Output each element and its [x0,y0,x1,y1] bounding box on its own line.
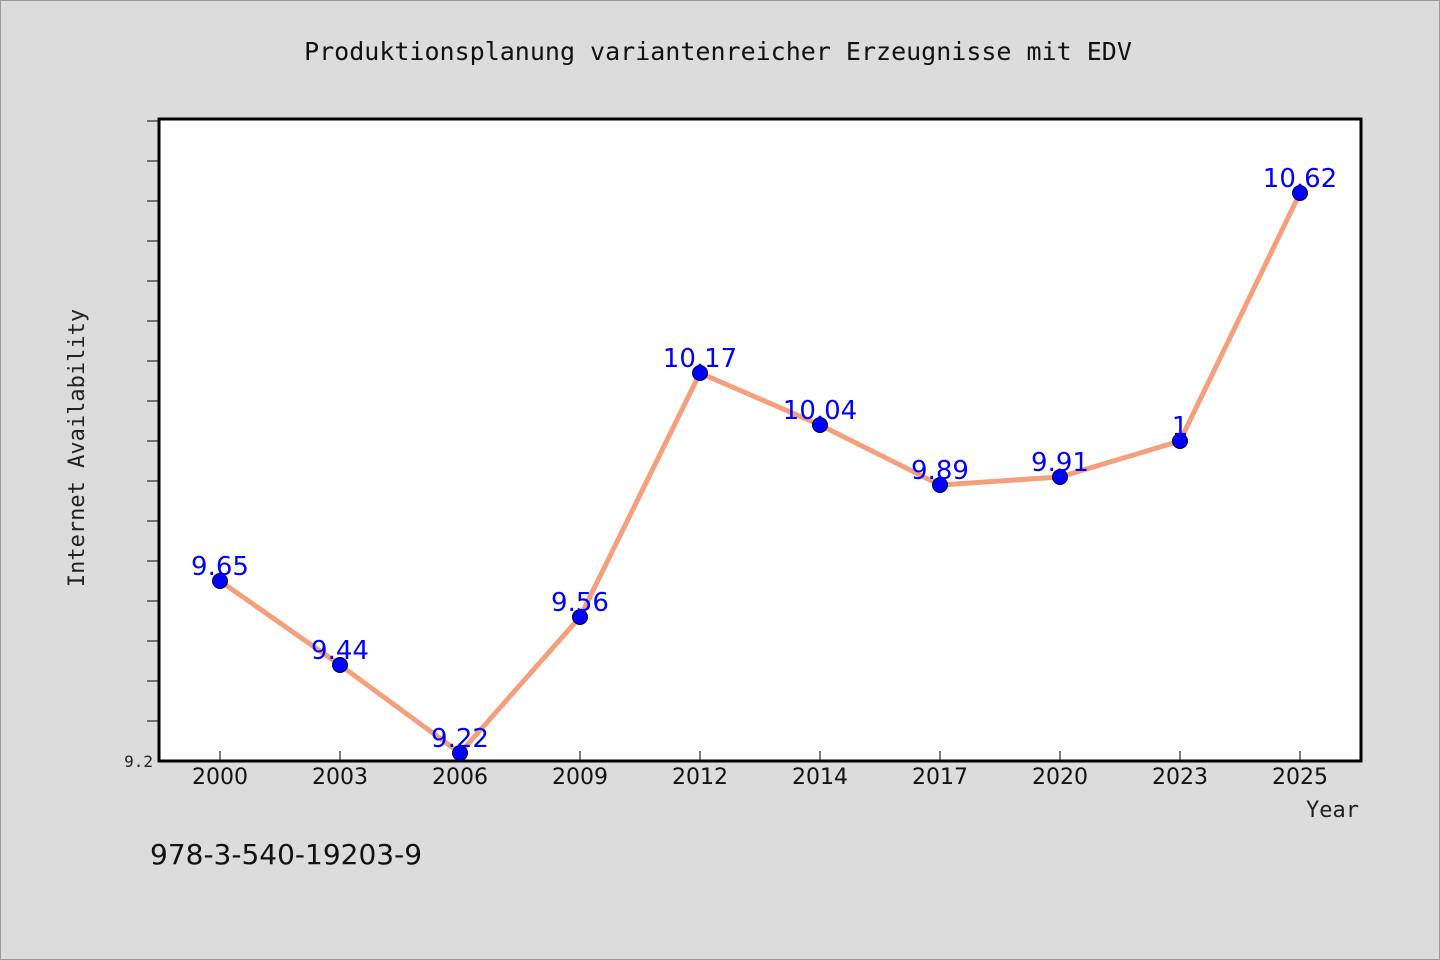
x-tick-label: 2006 [432,765,488,790]
x-tick-label: 2009 [552,765,608,790]
x-tick-label: 2025 [1272,765,1328,790]
data-point [932,477,948,493]
data-point [332,657,348,673]
data-point [452,745,468,761]
x-tick-label: 2020 [1032,765,1088,790]
data-label: 9.65 [191,552,249,582]
x-tick-label: 2023 [1152,765,1208,790]
data-label: 9.22 [431,724,489,754]
data-point [212,573,228,589]
data-label: 9.91 [1031,448,1089,478]
x-axis-ticks: 2000 2003 2006 2009 2012 2014 2017 2020 2023 2025 [192,751,1328,790]
data-point [1292,185,1308,201]
x-tick-label: 2003 [312,765,368,790]
data-label: 10.62 [1263,164,1337,194]
data-point [572,609,588,625]
chart-title: Produktionsplanung variantenreicher Erze… [304,37,1132,66]
data-point [692,365,708,381]
data-label: 9.44 [311,636,369,666]
x-tick-label: 2017 [912,765,968,790]
x-tick-label: 2014 [792,765,848,790]
data-point [1172,433,1188,449]
x-tick-label: 2000 [192,765,248,790]
data-label: 10.04 [783,396,857,426]
x-axis-title: Year [1306,798,1359,823]
data-label: 9.56 [551,588,609,618]
data-label: 9.89 [911,456,969,486]
x-tick-label: 2012 [672,765,728,790]
series-line [217,190,1303,756]
data-label: 1 [1172,412,1189,442]
data-point [812,417,828,433]
series-layer: 9.65 9.44 9.22 9.56 10.17 10.04 9.89 9.91 1 10.62 [191,164,1337,761]
data-label: 10.17 [663,344,737,374]
y-tick-label: 9.2 [124,752,153,771]
data-point [1052,469,1068,485]
y-axis-ticks: 9.2 [124,120,159,771]
y-axis-title: Internet Availability [65,309,90,587]
footnote-isbn: 978-3-540-19203-9 [150,838,422,871]
plot-area [157,117,1363,763]
